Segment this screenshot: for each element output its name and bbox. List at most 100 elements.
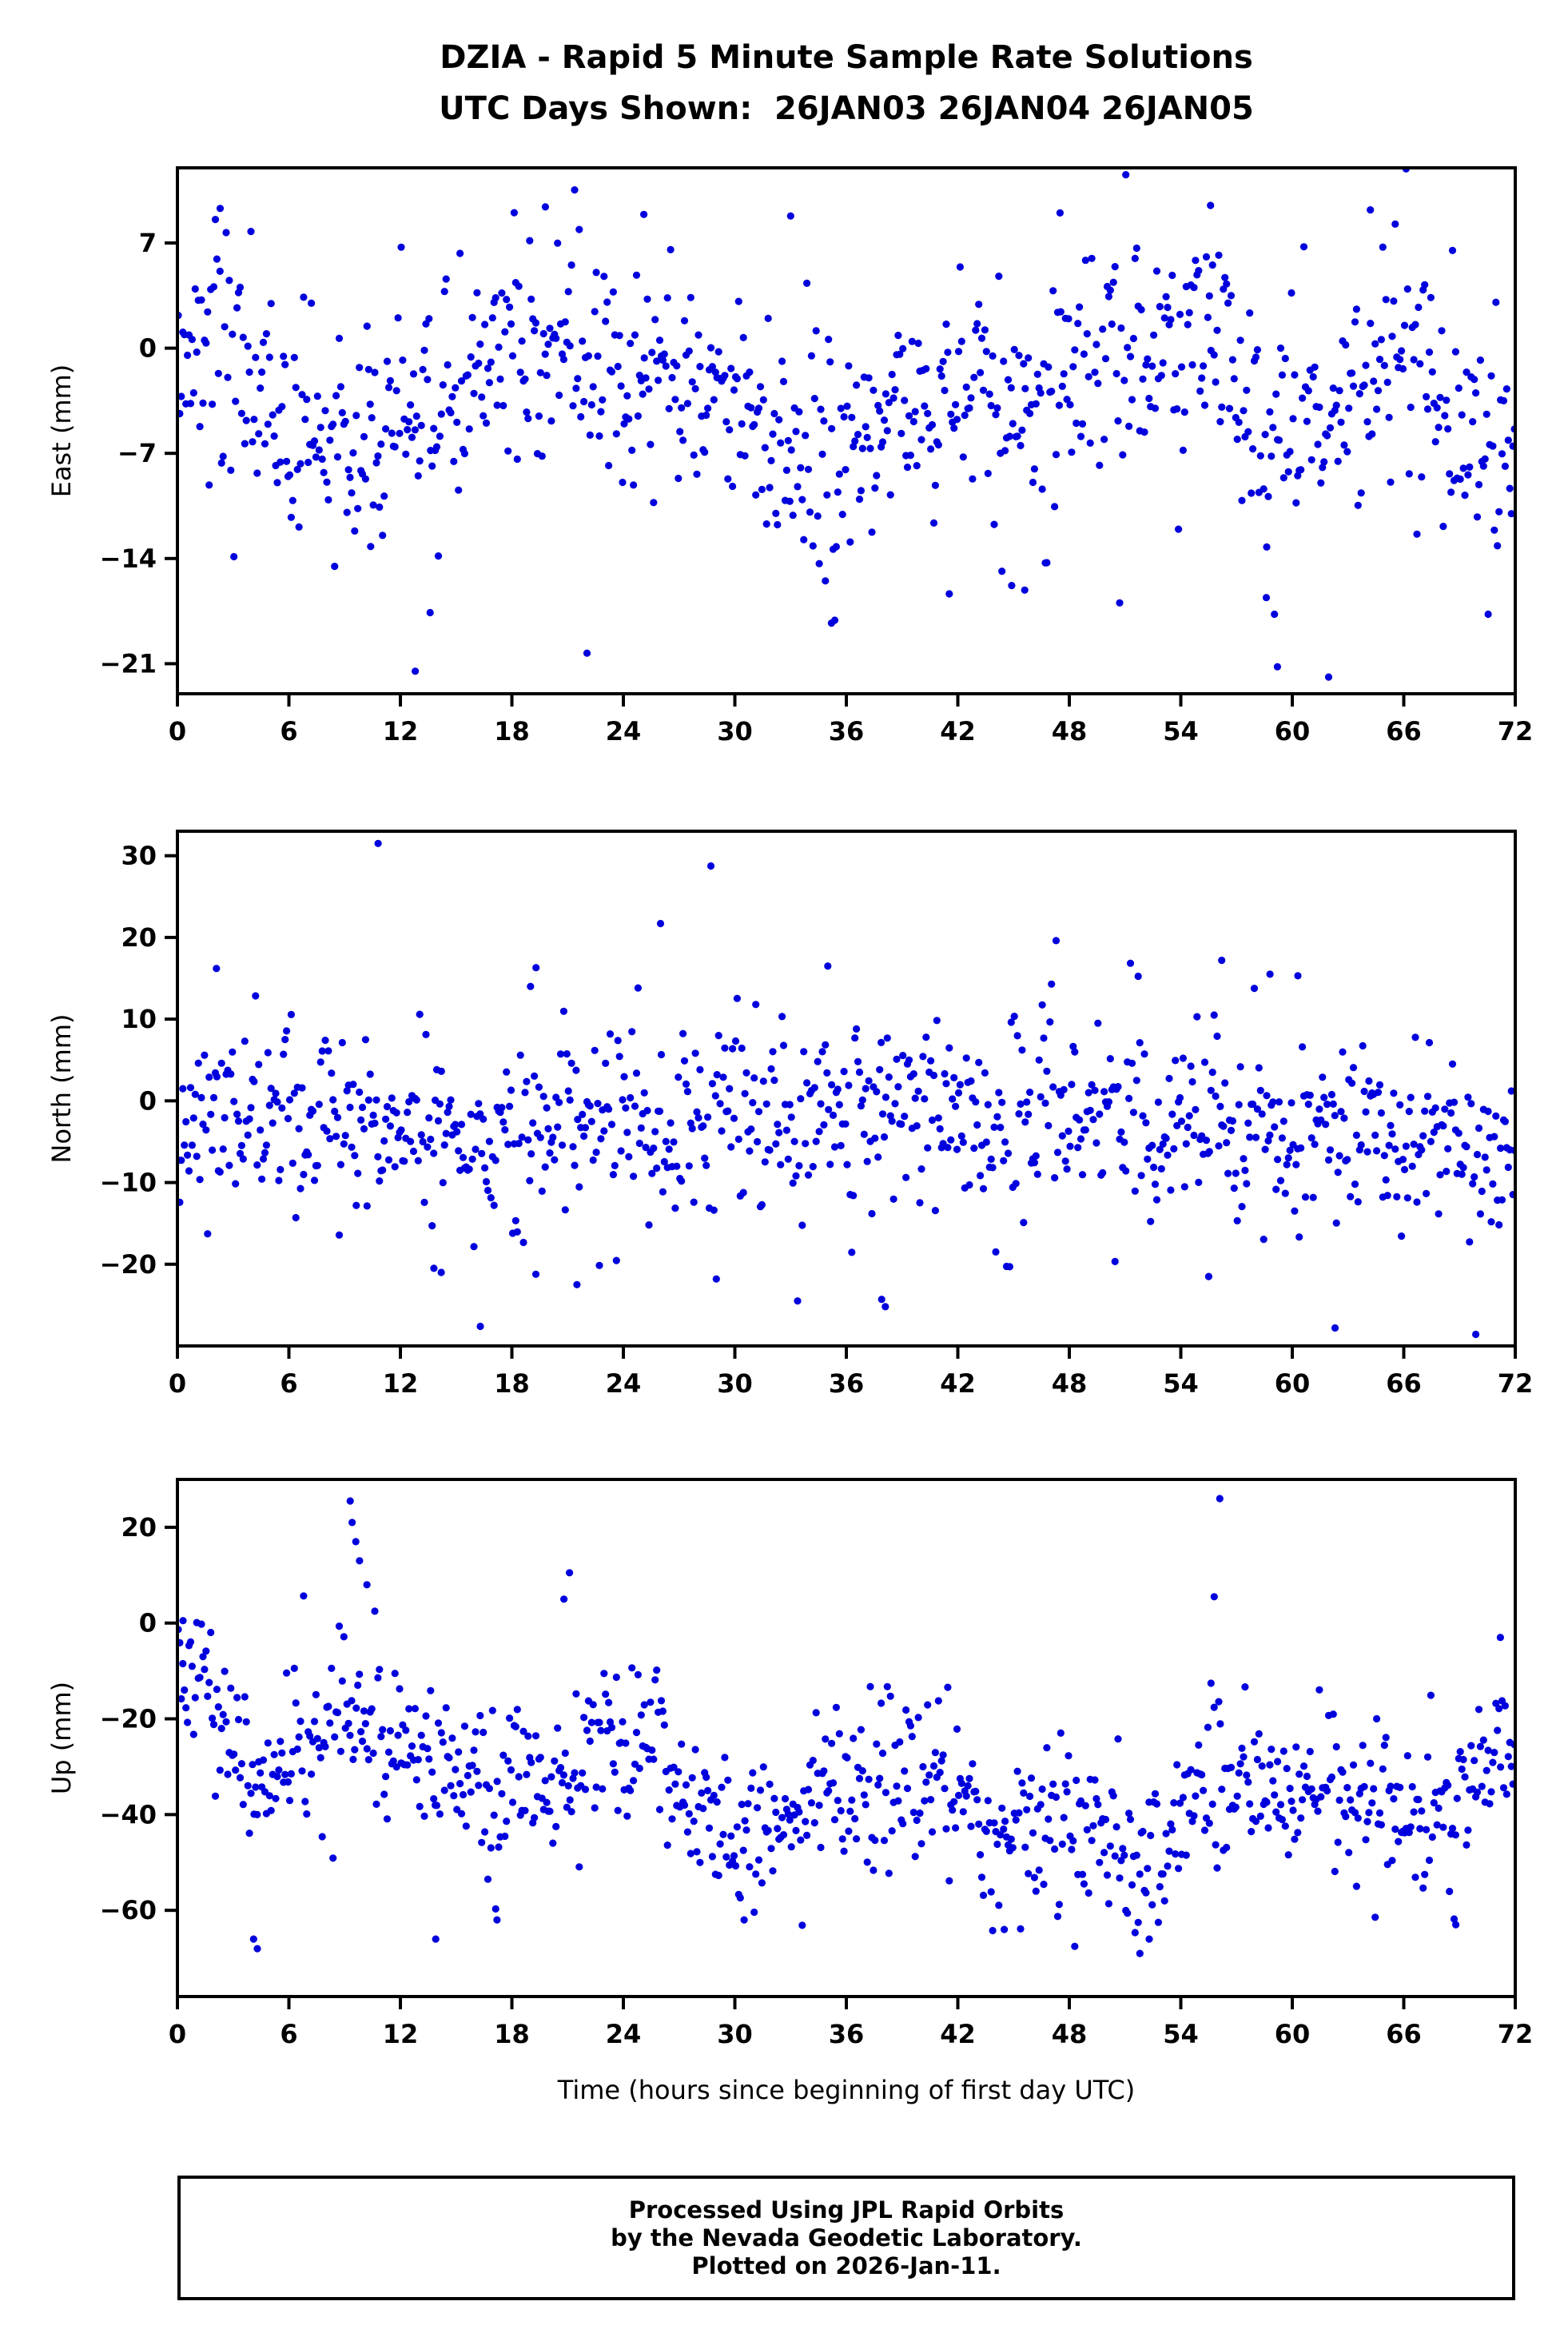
data-point: [491, 1157, 499, 1165]
data-point: [357, 1728, 365, 1736]
data-point: [406, 1137, 415, 1145]
data-point: [761, 444, 769, 452]
data-point: [1137, 1172, 1145, 1180]
data-point: [1021, 1843, 1029, 1851]
data-point: [1001, 1925, 1009, 1933]
data-point: [1236, 1760, 1244, 1768]
data-point: [1448, 1060, 1457, 1068]
data-point: [979, 1184, 988, 1192]
data-point: [1188, 1077, 1196, 1086]
data-point: [1058, 382, 1066, 390]
data-point: [770, 1077, 778, 1085]
data-point: [399, 356, 407, 364]
data-point: [278, 1749, 286, 1757]
data-point: [619, 478, 627, 487]
data-point: [205, 481, 213, 489]
data-point: [992, 411, 1000, 419]
data-point: [1335, 1152, 1343, 1160]
data-point: [392, 1109, 400, 1117]
data-point: [1018, 1779, 1026, 1787]
data-point: [817, 1843, 825, 1852]
data-point: [566, 1096, 574, 1104]
data-point: [777, 1161, 785, 1169]
data-point: [929, 1762, 938, 1770]
data-point: [990, 520, 998, 528]
data-point: [965, 1180, 973, 1189]
data-point: [363, 322, 371, 330]
data-point: [1086, 1106, 1094, 1114]
data-point: [1117, 324, 1125, 332]
data-point: [383, 1815, 392, 1823]
data-point: [984, 1101, 992, 1109]
data-point: [758, 1879, 766, 1887]
data-point: [620, 420, 628, 428]
data-point: [752, 491, 760, 499]
data-point: [1326, 424, 1335, 432]
data-point: [467, 1788, 475, 1796]
data-point: [409, 370, 418, 378]
data-point: [249, 1761, 257, 1769]
data-point: [1377, 1109, 1385, 1117]
data-point: [832, 543, 840, 551]
data-point: [1240, 1753, 1248, 1761]
data-point: [1407, 1823, 1415, 1831]
data-point: [444, 360, 452, 369]
data-point: [523, 1770, 531, 1778]
data-point: [313, 1161, 321, 1169]
data-point: [1263, 1092, 1271, 1100]
data-point: [825, 1787, 833, 1795]
data-point: [1447, 1109, 1455, 1117]
data-point: [503, 296, 511, 304]
data-point: [1352, 1882, 1360, 1890]
data-point: [1004, 1149, 1013, 1157]
data-point: [1094, 1801, 1102, 1809]
data-point: [264, 1049, 272, 1057]
data-point: [460, 449, 469, 458]
data-point: [1371, 1131, 1379, 1139]
data-point: [668, 1815, 676, 1823]
data-point: [511, 1216, 519, 1224]
data-point: [1111, 1852, 1119, 1860]
data-point: [1030, 1159, 1038, 1167]
data-point: [331, 1733, 339, 1741]
data-point: [1309, 1193, 1317, 1201]
data-point: [1058, 1132, 1066, 1140]
data-point: [784, 436, 792, 444]
chart-title: DZIA - Rapid 5 Minute Sample Rate Soluti…: [440, 39, 1253, 76]
data-point: [531, 1270, 540, 1278]
data-point: [292, 384, 300, 392]
data-point: [1433, 404, 1441, 412]
data-point: [574, 375, 582, 383]
data-point: [201, 1051, 209, 1059]
data-point: [739, 1846, 747, 1854]
data-point: [605, 1698, 613, 1706]
data-point: [1329, 1100, 1337, 1108]
data-point: [1172, 370, 1180, 378]
data-point: [253, 1810, 261, 1818]
data-point: [1436, 1171, 1444, 1179]
data-point: [1349, 382, 1358, 390]
data-point: [586, 1737, 594, 1746]
data-point: [941, 1785, 949, 1793]
data-point: [1259, 722, 1266, 729]
data-point: [1331, 1324, 1339, 1332]
data-point: [853, 1025, 861, 1033]
data-point: [944, 348, 952, 356]
data-point: [1144, 1155, 1152, 1163]
data-point: [478, 393, 486, 401]
data-point: [1342, 340, 1350, 349]
data-point: [335, 334, 344, 342]
data-point: [426, 608, 434, 617]
data-point: [1427, 293, 1435, 301]
data-point: [563, 1050, 571, 1058]
data-point: [1461, 492, 1469, 500]
data-point: [1425, 348, 1434, 356]
data-point: [645, 1221, 653, 1229]
data-point: [1315, 1686, 1323, 1694]
data-point: [1362, 1108, 1370, 1116]
data-point: [1367, 206, 1375, 214]
data-point: [627, 340, 635, 348]
data-point: [1269, 1777, 1277, 1785]
data-point: [308, 1107, 317, 1115]
data-point: [549, 1839, 557, 1847]
